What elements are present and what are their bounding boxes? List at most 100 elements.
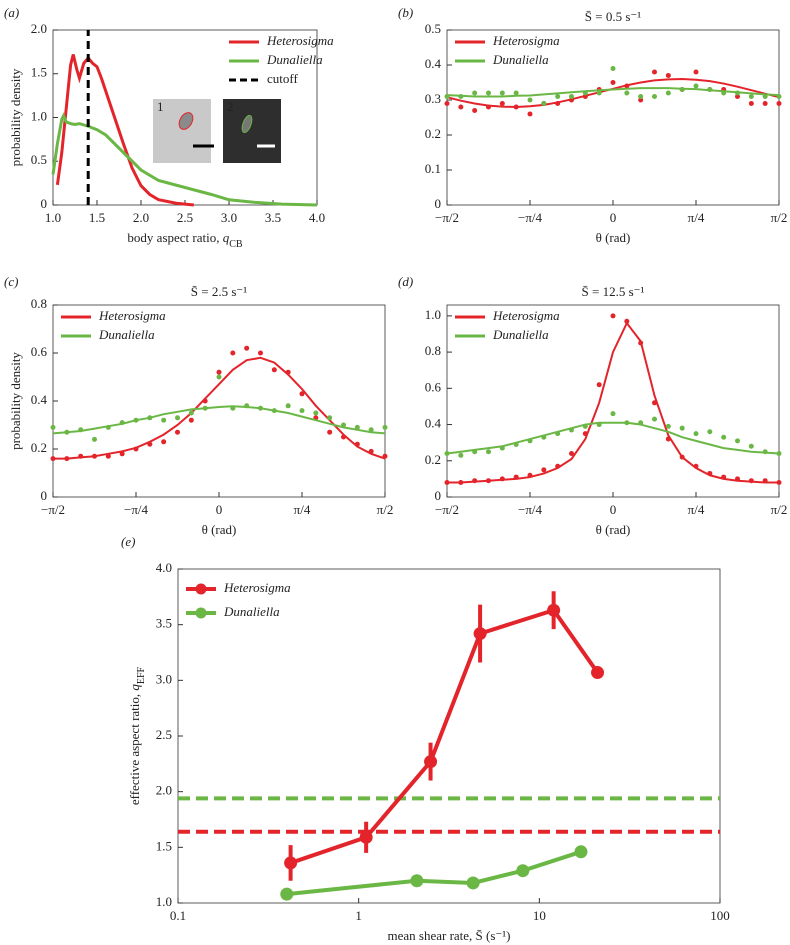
data-point xyxy=(591,666,605,680)
data-point xyxy=(92,453,97,459)
data-point xyxy=(513,90,519,96)
y-tick-label: 2.0 xyxy=(31,21,47,36)
inset-image xyxy=(223,99,281,163)
data-point xyxy=(574,845,588,859)
inset-label: 2 xyxy=(227,99,234,114)
label-part: effective aspect ratio, xyxy=(127,691,142,806)
panel: (c) S̄ = 2.5 s⁻¹ −π/2 −π/4 0 π/4 π/2 0 0.2 0.4 0.6… xyxy=(4,274,393,517)
y-tick-label: 1.0 xyxy=(425,307,441,322)
data-point xyxy=(105,424,111,430)
data-point xyxy=(285,369,291,375)
data-point xyxy=(762,101,768,106)
y-tick-label: 0.2 xyxy=(425,126,441,141)
data-point xyxy=(748,101,754,106)
data-point xyxy=(679,87,685,92)
legend-label: cutoff xyxy=(267,71,298,86)
y-tick-label: 1.5 xyxy=(31,65,47,80)
y-tick-label: 0.2 xyxy=(425,452,441,467)
data-point xyxy=(776,101,782,106)
data-point xyxy=(527,472,533,478)
data-point xyxy=(175,429,180,435)
x-tick-label: 2.5 xyxy=(177,210,193,225)
data-point xyxy=(202,405,208,411)
data-point xyxy=(721,434,727,440)
data-point xyxy=(610,66,616,71)
x-tick-label: −π/4 xyxy=(518,502,543,517)
data-point xyxy=(596,422,602,428)
data-point xyxy=(285,403,291,409)
data-line xyxy=(447,321,779,484)
y-tick-label: 0.5 xyxy=(425,21,441,36)
data-point xyxy=(610,80,616,85)
data-point xyxy=(596,382,602,388)
data-point xyxy=(458,452,464,458)
data-point xyxy=(119,420,125,426)
data-point xyxy=(499,90,505,96)
data-point xyxy=(472,108,478,113)
data-point xyxy=(354,424,360,430)
data-point xyxy=(50,456,56,462)
label-part: CB xyxy=(229,239,243,250)
chart-title: S̄ = 2.5 s⁻¹ xyxy=(191,284,247,299)
x-tick-label: 1.0 xyxy=(45,210,61,225)
chart-title: S̄ = 0.5 s⁻¹ xyxy=(585,9,641,24)
data-point xyxy=(610,313,616,319)
data-point xyxy=(679,425,685,431)
panel-label: (b) xyxy=(398,5,413,20)
legend-label: Dunaliella xyxy=(266,52,323,67)
panel: (b) S̄ = 0.5 s⁻¹ −π/2 −π/4 0 π/4 π/2 0 0.1 0.2 0.3… xyxy=(398,5,787,225)
axis-label: θ (rad) xyxy=(596,522,631,537)
data-point xyxy=(652,416,657,422)
inset-image xyxy=(153,99,211,163)
data-point xyxy=(230,350,236,356)
y-tick-label: 0.4 xyxy=(31,392,48,407)
data-point xyxy=(624,420,630,426)
data-point xyxy=(624,90,630,96)
y-tick-label: 0.6 xyxy=(425,379,442,394)
data-point xyxy=(541,434,547,440)
y-tick-label: 0.4 xyxy=(425,56,442,71)
x-tick-label: −π/2 xyxy=(41,502,65,517)
data-point xyxy=(665,436,671,442)
panel: (d) S̄ = 12.5 s⁻¹ −π/2 −π/4 0 π/4 π/2 0 0.2 0.4 0.… xyxy=(398,274,787,517)
axis-label: effective aspect ratio, qEFF xyxy=(127,666,147,805)
legend-label: Dunaliella xyxy=(492,52,549,67)
data-point xyxy=(499,476,505,482)
data-point xyxy=(652,400,657,406)
axis-label: probability density xyxy=(8,68,23,166)
data-point xyxy=(693,463,699,469)
data-point xyxy=(458,480,464,486)
y-tick-label: 2.5 xyxy=(156,727,172,742)
inset-images xyxy=(153,99,281,163)
data-point xyxy=(735,90,740,96)
data-point xyxy=(472,478,478,484)
x-tick-label: 10 xyxy=(533,908,546,923)
data-point xyxy=(693,83,699,89)
data-point xyxy=(665,90,671,96)
legend-marker xyxy=(195,583,207,595)
data-point xyxy=(569,97,574,103)
data-point xyxy=(78,453,84,459)
x-tick-label: 0 xyxy=(216,502,223,517)
data-point xyxy=(679,454,685,460)
x-tick-label: 0 xyxy=(610,502,617,517)
data-point xyxy=(638,340,644,346)
x-tick-label: π/4 xyxy=(688,210,705,225)
data-point xyxy=(216,369,222,375)
data-point xyxy=(748,443,754,449)
label-part: body aspect ratio, xyxy=(127,230,222,245)
x-tick-label: π/2 xyxy=(771,210,788,225)
data-line xyxy=(55,54,194,207)
data-point xyxy=(693,431,699,437)
y-tick-label: 0 xyxy=(41,488,48,503)
y-tick-label: 0.8 xyxy=(425,343,441,358)
data-point xyxy=(175,415,180,421)
data-point xyxy=(499,445,505,451)
legend-label: Heterosigma xyxy=(98,308,166,323)
panel-label: (d) xyxy=(398,274,413,289)
x-tick-label: 1 xyxy=(355,908,362,923)
data-point xyxy=(486,478,491,484)
axes-frame xyxy=(177,568,721,904)
y-tick-label: 0.6 xyxy=(31,344,48,359)
inset-label: 1 xyxy=(157,99,164,114)
